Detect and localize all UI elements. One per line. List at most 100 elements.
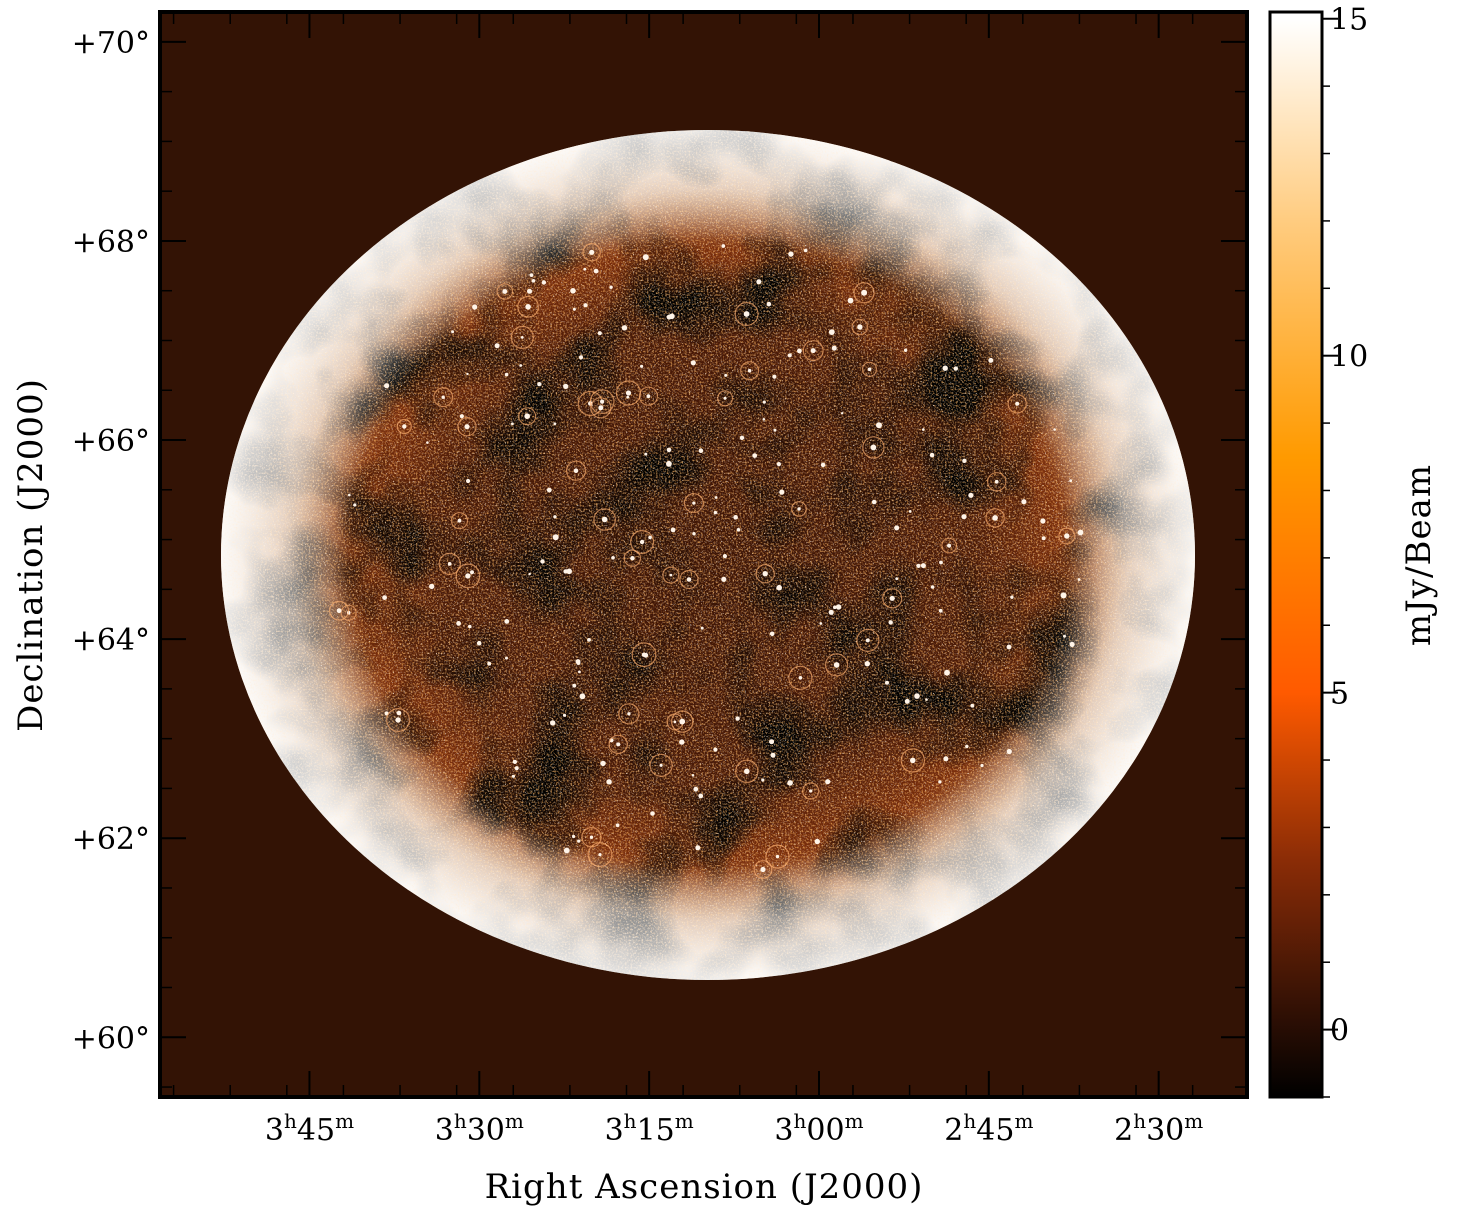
point-source [698,448,704,454]
source-sidelobe-ring [1058,527,1076,545]
point-source [650,811,655,816]
source-sidelobe-ring [802,340,824,362]
point-source [1069,641,1075,648]
point-source [627,712,631,716]
source-sidelobe-ring [740,361,760,381]
y-tick-label: +70° [72,26,150,61]
source-sidelobe-ring [802,782,820,800]
point-source [735,716,740,721]
point-source [733,515,738,520]
source-sidelobe-ring [861,361,878,377]
source-sidelobe-ring [623,549,642,567]
y-axis-title: Declination (J2000) [11,378,51,732]
point-source [744,768,750,775]
point-source [713,747,718,752]
point-source [929,452,935,458]
point-source [1021,499,1027,505]
x-tick-labels: 3h45m 3h30m 3h15m 3h00m 2h45m 2h30m [265,1109,1203,1148]
point-source [583,267,587,271]
x-tick-label: 3h00m [774,1109,863,1148]
point-source [988,357,994,363]
source-sidelobe-ring [638,386,659,406]
point-source [611,556,615,560]
point-source [648,535,652,540]
point-source [1006,748,1012,755]
point-source [505,656,508,660]
source-sidelobe-ring [510,325,534,349]
point-source [576,661,581,665]
point-source [626,395,630,399]
point-source [895,577,899,581]
point-source [573,468,579,474]
colorbar-tick-labels: 15 10 5 0 [1330,3,1368,1049]
point-source [772,374,777,379]
source-sidelobe-ring [450,512,469,530]
source-sidelobe-ring [396,418,412,435]
point-source [894,525,900,531]
point-source [876,422,882,429]
source-sidelobe-ring [582,243,601,262]
point-source [562,713,567,717]
point-source [659,763,663,767]
point-source [721,244,726,248]
point-source [752,453,758,458]
point-source [615,823,620,828]
source-sidelobe-ring [717,390,734,407]
point-source [441,395,445,399]
point-source [788,251,794,257]
point-source [938,780,942,784]
source-sidelobe-ring [856,628,880,653]
point-source [598,853,602,857]
point-source [609,285,613,289]
point-source [724,373,728,377]
point-source [666,447,672,453]
source-sidelobe-ring [438,552,461,576]
source-sidelobe-ring [329,600,350,621]
point-source [642,254,649,261]
source-sidelobe-ring [985,508,1005,528]
point-sources [329,243,1084,879]
point-source [820,462,826,468]
point-source [760,866,766,873]
point-source [776,584,782,591]
point-source [589,249,595,255]
source-sidelobe-ring [851,318,869,336]
point-source [553,515,557,519]
field-white-noise [221,130,1195,980]
point-source [679,739,685,745]
source-sidelobe-ring [900,748,926,773]
plot-frame [158,10,1249,1099]
point-source [670,527,676,533]
point-source [867,367,872,372]
point-source [487,661,492,666]
point-source [566,568,572,575]
point-source [578,355,584,360]
point-source [908,510,912,513]
point-source [920,563,926,569]
point-source [857,324,863,330]
point-source [766,301,772,307]
source-sidelobe-ring [630,529,655,554]
source-sidelobe-ring [765,844,790,869]
point-source [947,543,952,548]
point-source [910,757,916,764]
point-source [429,583,435,590]
point-source [916,563,921,569]
point-source [1063,634,1066,638]
point-source [520,336,524,339]
point-source [691,774,695,777]
point-source [953,366,958,371]
source-sidelobe-ring [671,710,694,733]
point-source [529,273,534,277]
point-source [714,496,718,499]
point-source [666,460,672,467]
point-source [942,365,948,371]
point-source [762,571,768,577]
source-sidelobe-ring [791,501,807,517]
point-source [693,786,699,792]
x-axis-title: Right Ascension (J2000) [485,1167,924,1207]
point-source [1064,533,1070,539]
point-source [593,268,599,274]
source-sidelobe-ring [1007,394,1027,414]
point-source [606,779,612,785]
